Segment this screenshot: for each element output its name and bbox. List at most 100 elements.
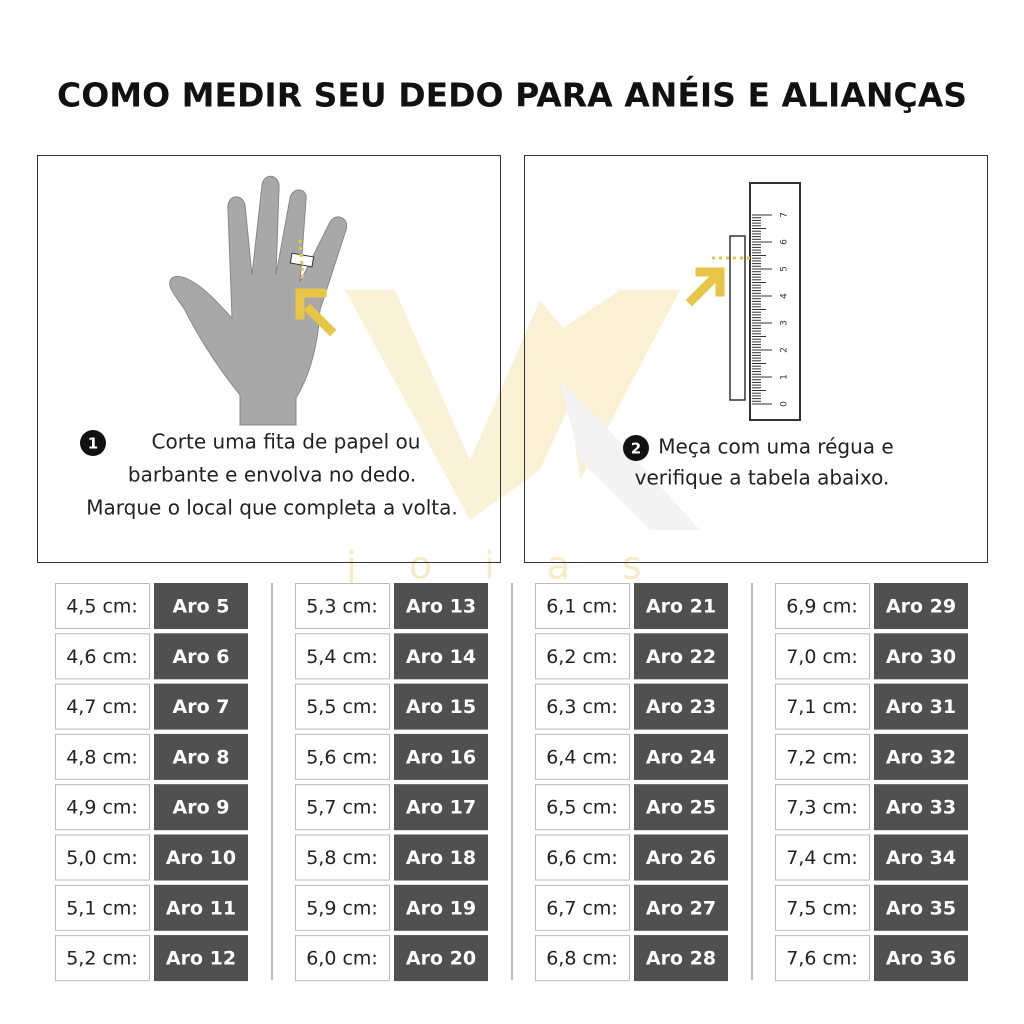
measure-cell — [55, 583, 150, 629]
measure-cell — [295, 733, 390, 780]
size-label: Aro 8 — [173, 746, 230, 768]
size-cell — [874, 784, 968, 831]
size-cell — [154, 784, 248, 831]
measure-cell — [295, 583, 390, 629]
measure-cell — [295, 784, 390, 831]
measure-cell — [535, 834, 630, 881]
hand-illustration — [169, 175, 348, 426]
step-text: verifique a tabela abaixo. — [635, 466, 890, 490]
mark-line — [298, 239, 305, 283]
step-panel — [37, 155, 501, 563]
size-cell — [394, 633, 488, 680]
step-badge — [80, 430, 106, 456]
measure-cell — [775, 834, 870, 881]
measure-cell — [775, 884, 870, 931]
size-cell — [394, 834, 488, 881]
measure-label: 6,3 cm: — [546, 696, 618, 718]
size-cell — [874, 733, 968, 780]
ruler-ticks — [752, 214, 772, 405]
measure-label: 6,8 cm: — [546, 948, 618, 970]
measure-label: 7,6 cm: — [786, 948, 858, 970]
measure-label: 7,4 cm: — [786, 847, 858, 869]
size-cell — [634, 834, 728, 881]
measure-cell — [295, 935, 390, 982]
measure-label: 7,0 cm: — [786, 646, 858, 668]
title: COMO MEDIR SEU DEDO PARA ANÉIS E ALIANÇA… — [57, 75, 967, 115]
ruler-label: 0 — [780, 401, 790, 407]
size-cell — [394, 935, 488, 982]
size-label: Aro 18 — [406, 847, 476, 869]
size-label: Aro 5 — [173, 596, 230, 618]
measure-label: 5,6 cm: — [306, 746, 378, 768]
size-cell — [874, 884, 968, 931]
size-label: Aro 32 — [886, 746, 956, 768]
measure-cell — [55, 733, 150, 780]
measure-label: 5,1 cm: — [66, 897, 138, 919]
ruler-label: 7 — [780, 212, 790, 218]
size-label: Aro 19 — [406, 897, 476, 919]
size-label: Aro 35 — [886, 897, 956, 919]
measure-label: 6,4 cm: — [546, 746, 618, 768]
measure-label: 5,4 cm: — [306, 646, 378, 668]
size-cell — [154, 683, 248, 730]
size-cell — [634, 884, 728, 931]
measure-cell — [535, 633, 630, 680]
size-label: Aro 15 — [406, 696, 476, 718]
size-label: Aro 11 — [166, 897, 236, 919]
measure-label: 6,9 cm: — [786, 596, 858, 618]
ruler-label: 3 — [780, 320, 790, 326]
size-label: Aro 27 — [646, 897, 716, 919]
step-panel — [524, 155, 988, 563]
measure-cell — [535, 583, 630, 629]
size-cell — [394, 733, 488, 780]
size-cell — [154, 884, 248, 931]
size-cell — [874, 583, 968, 629]
arrow-icon — [295, 288, 337, 337]
size-label: Aro 24 — [646, 746, 716, 768]
measure-cell — [55, 683, 150, 730]
measure-cell — [55, 633, 150, 680]
step-text: Marque o local que completa a volta. — [86, 496, 457, 520]
step-text: barbante e envolva no dedo. — [128, 463, 416, 487]
measure-label: 5,7 cm: — [306, 797, 378, 819]
ruler-label: 2 — [780, 347, 790, 353]
paper-strip — [729, 235, 746, 401]
measure-label: 6,2 cm: — [546, 646, 618, 668]
size-cell — [154, 935, 248, 982]
size-cell — [154, 633, 248, 680]
measure-label: 6,0 cm: — [306, 948, 378, 970]
size-label: Aro 28 — [646, 948, 716, 970]
size-cell — [394, 583, 488, 629]
size-cell — [154, 733, 248, 780]
measure-label: 5,3 cm: — [306, 596, 378, 618]
measure-label: 6,1 cm: — [546, 596, 618, 618]
measure-cell — [295, 884, 390, 931]
size-cell — [154, 583, 248, 629]
size-label: Aro 17 — [406, 797, 476, 819]
size-label: Aro 34 — [886, 847, 956, 869]
step-number: 2 — [631, 440, 641, 458]
size-cell — [634, 733, 728, 780]
measure-cell — [535, 784, 630, 831]
measure-label: 6,5 cm: — [546, 797, 618, 819]
size-cell — [634, 784, 728, 831]
size-label: Aro 26 — [646, 847, 716, 869]
measure-cell — [775, 935, 870, 982]
measure-cell — [295, 834, 390, 881]
measure-label: 4,6 cm: — [66, 646, 138, 668]
ruler-label: 1 — [780, 374, 790, 380]
watermark-text: joias — [345, 544, 693, 588]
measure-cell — [55, 884, 150, 931]
size-cell — [394, 784, 488, 831]
measure-cell — [295, 633, 390, 680]
measure-label: 7,2 cm: — [786, 746, 858, 768]
measure-label: 5,0 cm: — [66, 847, 138, 869]
measure-label: 5,5 cm: — [306, 696, 378, 718]
measure-cell — [535, 884, 630, 931]
ruler-label: 5 — [780, 266, 790, 272]
size-label: Aro 10 — [166, 847, 236, 869]
measure-label: 4,5 cm: — [66, 596, 138, 618]
measure-label: 6,6 cm: — [546, 847, 618, 869]
